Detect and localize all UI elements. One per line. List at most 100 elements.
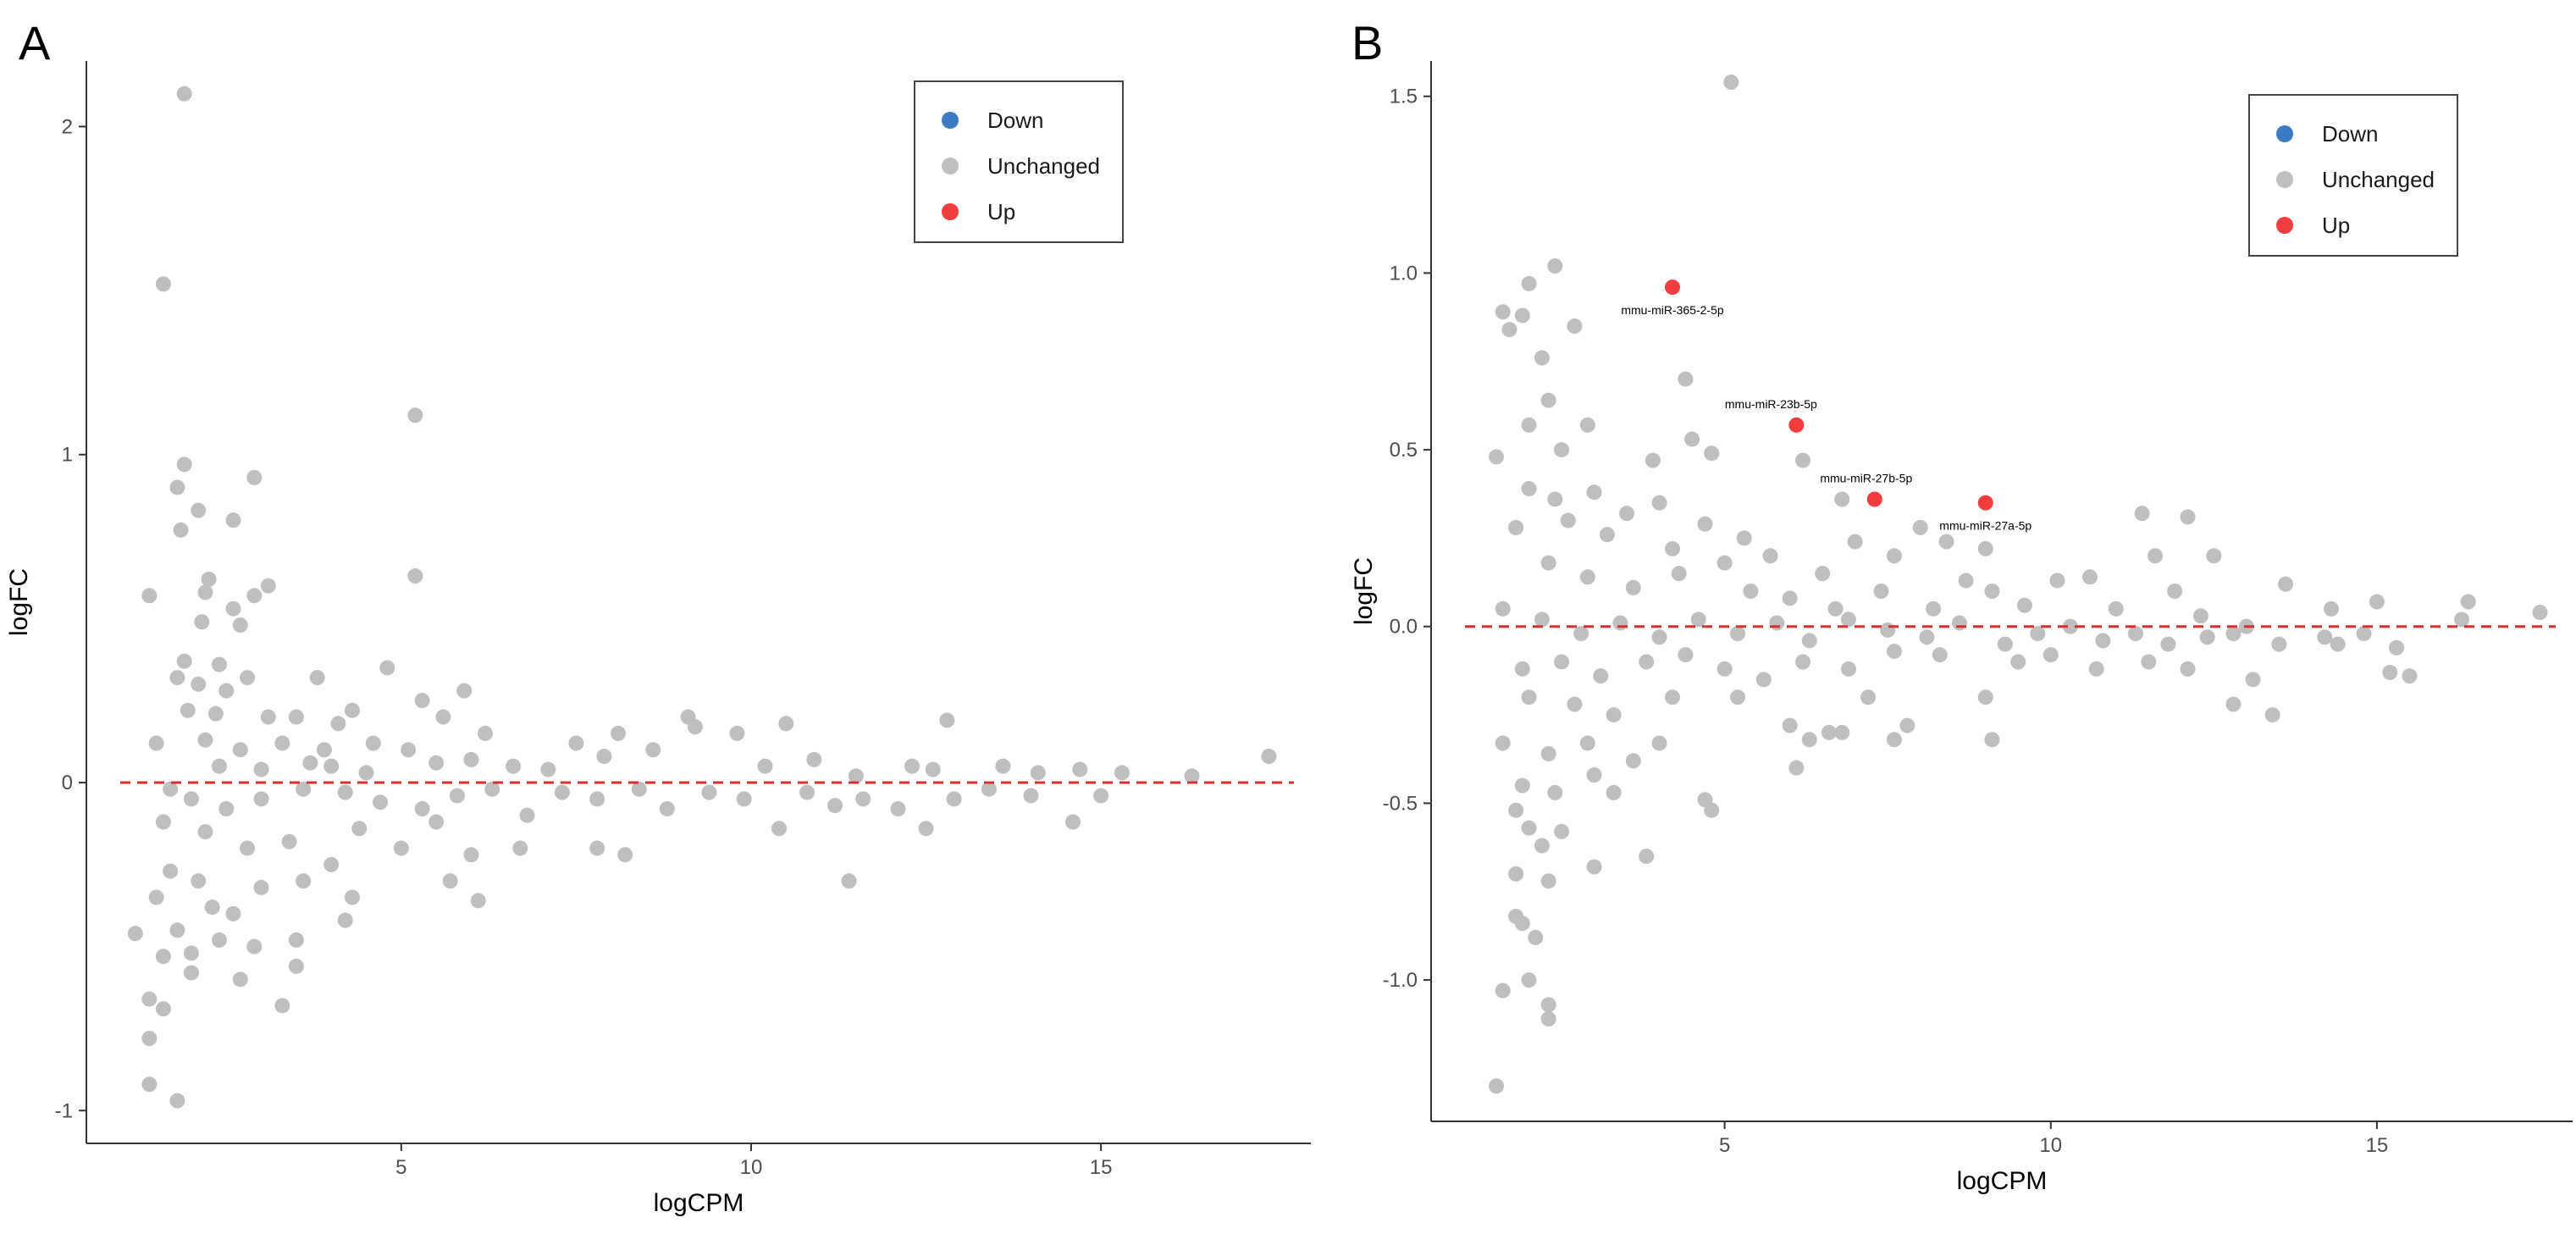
unchanged-point [1023, 788, 1039, 804]
unchanged-point [173, 522, 189, 538]
unchanged-point [1508, 802, 1524, 818]
unchanged-point [197, 732, 213, 748]
unchanged-point [848, 768, 864, 784]
legend-label: Down [987, 108, 1043, 133]
y-tick-label: 2 [62, 115, 73, 138]
unchanged-point [1093, 788, 1109, 804]
unchanged-point [1755, 672, 1772, 688]
unchanged-point [180, 702, 196, 718]
unchanged-point [435, 709, 451, 725]
panel-letter-b: B [1352, 16, 1384, 69]
y-tick-label: -1 [55, 1099, 73, 1122]
unchanged-point [1495, 735, 1511, 751]
unchanged-point [1534, 838, 1550, 854]
unchanged-point [225, 600, 241, 617]
unchanged-point [1554, 654, 1570, 670]
panel-a: A -1 0 1 2 5 10 15 logCPM logFC Down Unchanged Up [5, 16, 1311, 1217]
unchanged-point [1678, 647, 1694, 663]
unchanged-point [2148, 548, 2164, 564]
unchanged-point [1873, 584, 1889, 599]
unchanged-point [1886, 643, 1902, 659]
unchanged-point [568, 735, 584, 751]
x-tick-label: 15 [1090, 1156, 1113, 1179]
unchanged-point [373, 794, 389, 811]
x-tick-label: 15 [2366, 1134, 2389, 1157]
unchanged-point [463, 751, 479, 767]
unchanged-point [148, 735, 164, 751]
unchanged-point [2095, 633, 2111, 649]
unchanged-point [1743, 584, 1759, 599]
unchanged-point [207, 706, 224, 722]
unchanged-point [218, 683, 235, 699]
unchanged-point [1788, 760, 1805, 776]
legend-label: Up [987, 199, 1015, 224]
unchanged-point [1489, 449, 1505, 465]
unchanged-point [323, 758, 340, 774]
unchanged-point [519, 807, 535, 823]
unchanged-point [799, 784, 815, 800]
unchanged-point [1560, 512, 1576, 528]
unchanged-point [1554, 823, 1570, 839]
unchanged-point [197, 584, 213, 600]
unchanged-point [1072, 761, 1088, 777]
unchanged-point [1938, 534, 1954, 550]
unchanged-point [232, 617, 248, 634]
unchanged-point [253, 791, 269, 807]
unchanged-point [771, 821, 788, 837]
unchanged-point [1606, 784, 1622, 800]
unchanged-point [1840, 661, 1856, 677]
unchanged-point [232, 742, 248, 758]
unchanged-point [1801, 732, 1817, 748]
unchanged-point [344, 702, 360, 718]
unchanged-point [163, 781, 179, 797]
unchanged-point [1801, 633, 1817, 649]
legend-swatch [942, 112, 959, 129]
unchanged-point [463, 847, 479, 863]
unchanged-point [484, 781, 500, 797]
unchanged-point [211, 656, 227, 672]
unchanged-point [204, 899, 220, 916]
unchanged-point [2206, 548, 2222, 564]
unchanged-point [1639, 654, 1655, 670]
unchanged-point [1495, 600, 1511, 617]
unchanged-point [1795, 654, 1811, 670]
unchanged-point [169, 479, 185, 495]
up-point [1788, 417, 1805, 433]
legend-label: Down [2322, 121, 2378, 147]
unchanged-point [946, 791, 962, 807]
x-tick-label: 5 [395, 1156, 406, 1179]
unchanged-point [736, 791, 752, 807]
y-tick-label: 1.5 [1390, 86, 1418, 108]
y-tick-label: 0.0 [1390, 616, 1418, 639]
unchanged-point [2454, 611, 2470, 628]
unchanged-point [1834, 491, 1850, 507]
unchanged-point [240, 840, 256, 856]
unchanged-point [1521, 417, 1537, 433]
unchanged-point [1540, 555, 1556, 571]
unchanged-point [1547, 784, 1563, 800]
unchanged-point [1554, 442, 1570, 458]
unchanged-point [1984, 584, 2000, 599]
unchanged-point [183, 945, 199, 961]
x-tick-label: 10 [2039, 1134, 2062, 1157]
unchanged-point [1521, 275, 1537, 291]
unchanged-point [1827, 600, 1844, 617]
unchanged-point [1114, 765, 1130, 781]
y-tick-label: -1.0 [1383, 969, 1418, 992]
up-point [1866, 491, 1882, 507]
unchanged-point [2264, 707, 2280, 723]
unchanged-point [659, 800, 675, 816]
unchanged-point [253, 761, 269, 777]
unchanged-point [1795, 452, 1811, 468]
unchanged-point [1540, 392, 1556, 408]
unchanged-point [1678, 371, 1694, 387]
unchanged-point [183, 791, 199, 807]
unchanged-point [554, 784, 570, 800]
unchanged-point [1912, 519, 1928, 535]
unchanged-point [141, 1076, 158, 1093]
unchanged-point [1723, 75, 1739, 91]
unchanged-point [1951, 615, 1967, 631]
unchanged-point [2199, 629, 2215, 645]
unchanged-point [995, 758, 1011, 774]
legend-swatch [942, 203, 959, 220]
